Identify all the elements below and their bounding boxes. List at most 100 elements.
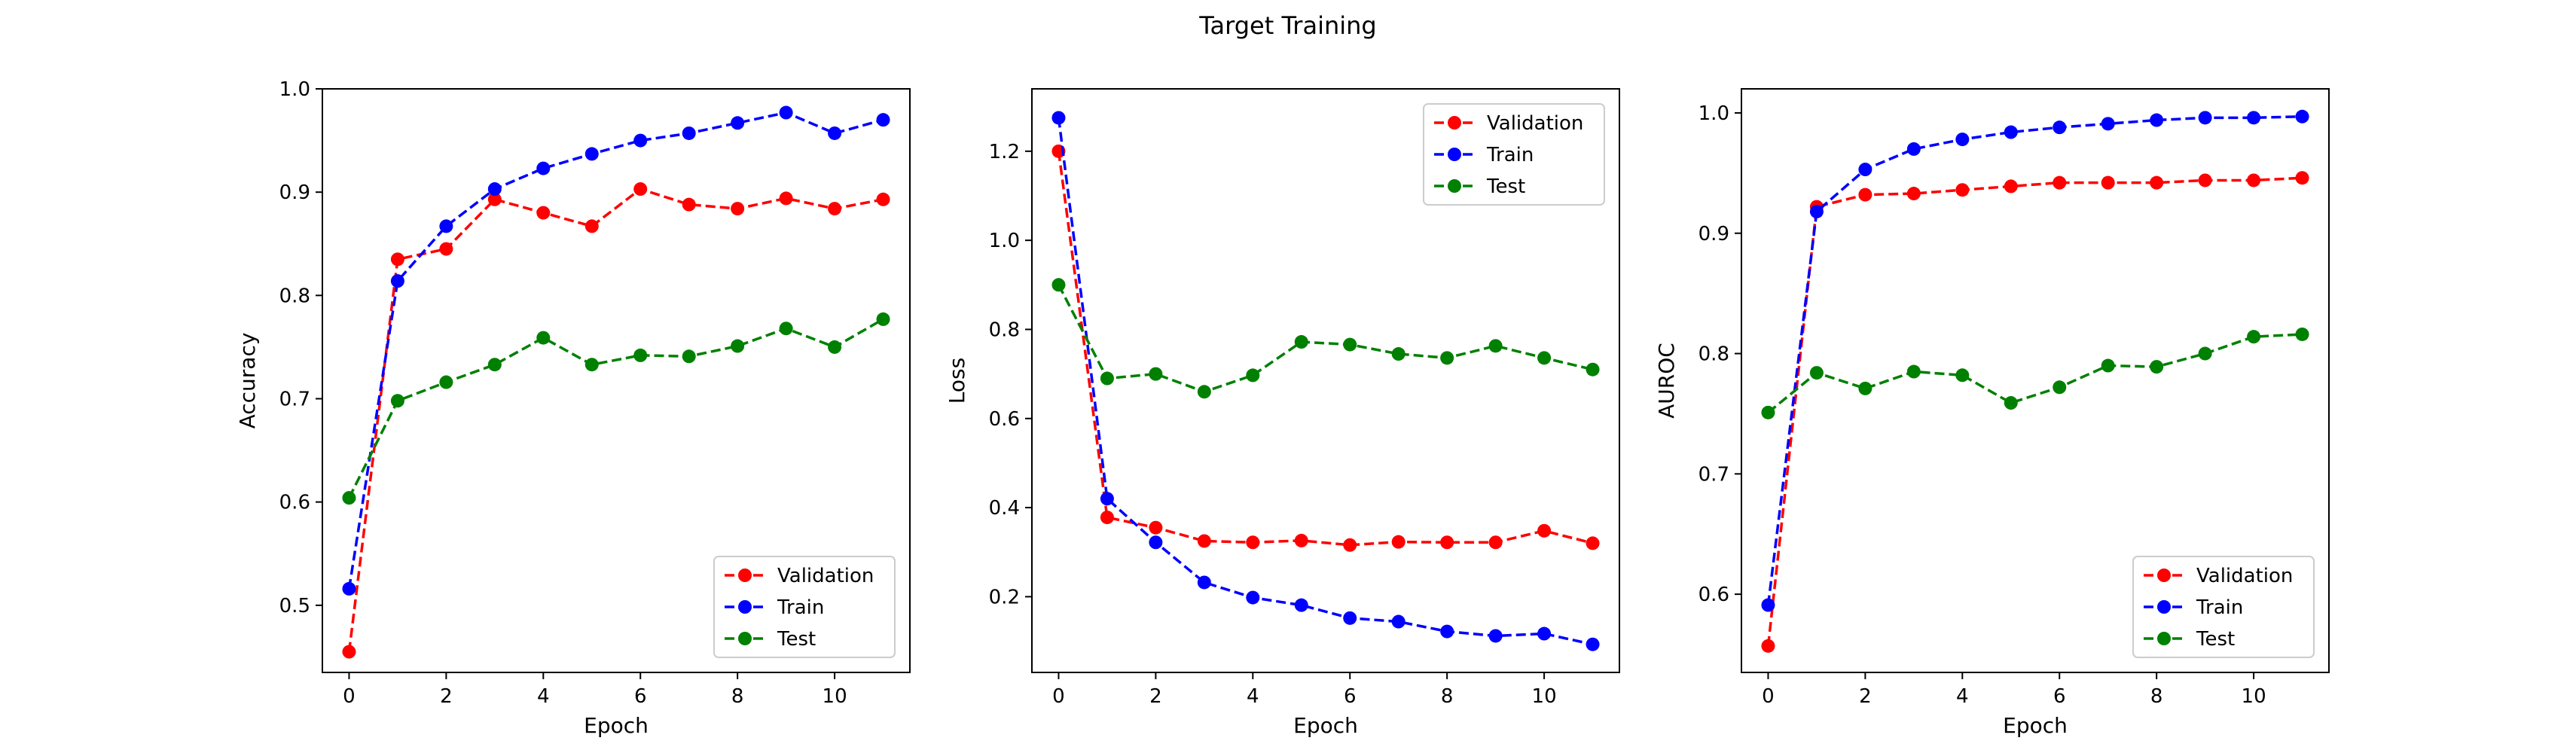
loss-validation-point [1440, 535, 1454, 550]
accuracy-xtick-label: 0 [343, 685, 356, 708]
accuracy-test-point [487, 358, 502, 372]
loss-test-point [1391, 347, 1406, 361]
accuracy-y-axis-label: Accuracy [235, 333, 260, 429]
accuracy-train-point [682, 126, 696, 140]
loss-legend: Validation Train Test [1423, 103, 1605, 206]
accuracy-train-point [584, 147, 599, 161]
auroc-test-point [2247, 330, 2261, 344]
accuracy-validation-point [876, 192, 890, 206]
accuracy-validation-point [633, 182, 648, 197]
auroc-ytick-label: 0.9 [1699, 223, 1729, 245]
loss-test-point [1586, 362, 1600, 376]
loss-validation-point [1294, 533, 1308, 547]
auroc-train-line [1766, 115, 2303, 605]
loss-validation-point [1391, 535, 1406, 549]
accuracy-train-point [779, 105, 793, 120]
accuracy-legend-train-label: Train [777, 596, 824, 619]
auroc-test-point [1809, 366, 1824, 380]
auroc-x-axis-label: Epoch [2003, 713, 2068, 738]
loss-train-point [1537, 626, 1552, 641]
accuracy-test-point [633, 348, 648, 362]
accuracy-ytick-label: 0.6 [279, 492, 310, 514]
loss-legend-test-label: Test [1486, 175, 1525, 198]
loss-validation-point [1100, 511, 1114, 525]
auroc-xtick-label: 10 [2242, 685, 2266, 708]
loss-ytick-label: 0.6 [989, 408, 1020, 431]
loss-train-point [1440, 624, 1454, 639]
accuracy-validation-point [487, 192, 502, 206]
accuracy-ytick-label: 1.0 [279, 78, 310, 101]
auroc-train-point [1955, 133, 1970, 147]
accuracy-train-point [633, 133, 648, 148]
auroc-test-point [2295, 327, 2309, 341]
accuracy-axes-frame [322, 88, 911, 673]
loss-train-point [1051, 111, 1066, 125]
auroc-train-point [2053, 120, 2067, 135]
auroc-legend-test-marker [2157, 632, 2171, 645]
accuracy-legend-test-label: Test [777, 628, 816, 651]
auroc-legend-train-marker [2157, 600, 2171, 614]
accuracy-train-point [439, 219, 453, 233]
auroc-validation-point [2198, 173, 2212, 187]
auroc-test-point [2101, 358, 2115, 373]
loss-train-point [1586, 637, 1600, 651]
loss-xtick-label: 4 [1247, 685, 1259, 708]
accuracy-ytick-label: 0.8 [279, 285, 310, 307]
auroc-train-point [2150, 113, 2164, 127]
auroc-xtick-label: 4 [1956, 685, 1969, 708]
auroc-validation-point [1761, 639, 1775, 653]
auroc-test-point [1906, 364, 1921, 379]
accuracy-legend: Validation Train Test [713, 556, 896, 658]
auroc-validation-point [1955, 183, 1970, 197]
loss-train-point [1343, 611, 1357, 625]
loss-validation-line [1057, 151, 1593, 547]
auroc-legend: Validation Train Test [2132, 556, 2315, 658]
accuracy-train-point [536, 161, 551, 175]
loss-ytick-label: 1.2 [989, 141, 1020, 163]
loss-test-point [1051, 278, 1066, 292]
auroc-train-point [1761, 598, 1775, 612]
accuracy-validation-point [731, 202, 745, 216]
accuracy-test-point [731, 339, 745, 353]
auroc-train-point [1906, 142, 1921, 156]
loss-xtick-label: 6 [1344, 685, 1357, 708]
loss-ytick-label: 0.4 [989, 497, 1020, 520]
accuracy-validation-point [439, 242, 453, 256]
auroc-ytick-label: 0.8 [1699, 343, 1729, 366]
accuracy-train-line [347, 111, 884, 590]
loss-test-point [1149, 367, 1163, 381]
loss-validation-point [1149, 520, 1163, 535]
accuracy-test-point [390, 394, 404, 408]
loss-axes-frame [1031, 88, 1620, 673]
auroc-legend-validation-label: Validation [2196, 565, 2293, 587]
accuracy-validation-point [536, 206, 551, 220]
accuracy-xtick-label: 4 [537, 685, 550, 708]
accuracy-legend-box [713, 556, 896, 658]
loss-xtick-label: 0 [1052, 685, 1065, 708]
accuracy-legend-validation-marker [738, 569, 752, 582]
loss-xtick-label: 2 [1149, 685, 1162, 708]
accuracy-test-point [779, 322, 793, 336]
accuracy-validation-point [828, 202, 842, 216]
loss-test-point [1197, 385, 1211, 399]
loss-validation-point [1246, 535, 1260, 550]
accuracy-test-line [347, 318, 884, 498]
accuracy-validation-line [347, 187, 884, 652]
accuracy-validation-point [584, 219, 599, 233]
loss-train-point [1100, 492, 1114, 506]
auroc-validation-point [2004, 179, 2018, 194]
auroc-xtick-label: 0 [1762, 685, 1775, 708]
loss-ytick-label: 0.8 [989, 319, 1020, 341]
loss-y-axis-label: Loss [945, 358, 969, 404]
auroc-validation-point [2101, 175, 2115, 190]
accuracy-legend-test-marker [738, 632, 752, 645]
auroc-train-point [1809, 204, 1824, 218]
accuracy-train-point [731, 116, 745, 130]
auroc-legend-box [2132, 556, 2315, 658]
loss-legend-test-marker [1448, 179, 1461, 193]
accuracy-legend-train-marker [738, 600, 752, 614]
loss-x-axis-label: Epoch [1293, 713, 1358, 738]
loss-legend-train-marker [1448, 148, 1461, 161]
accuracy-test-point [876, 312, 890, 326]
